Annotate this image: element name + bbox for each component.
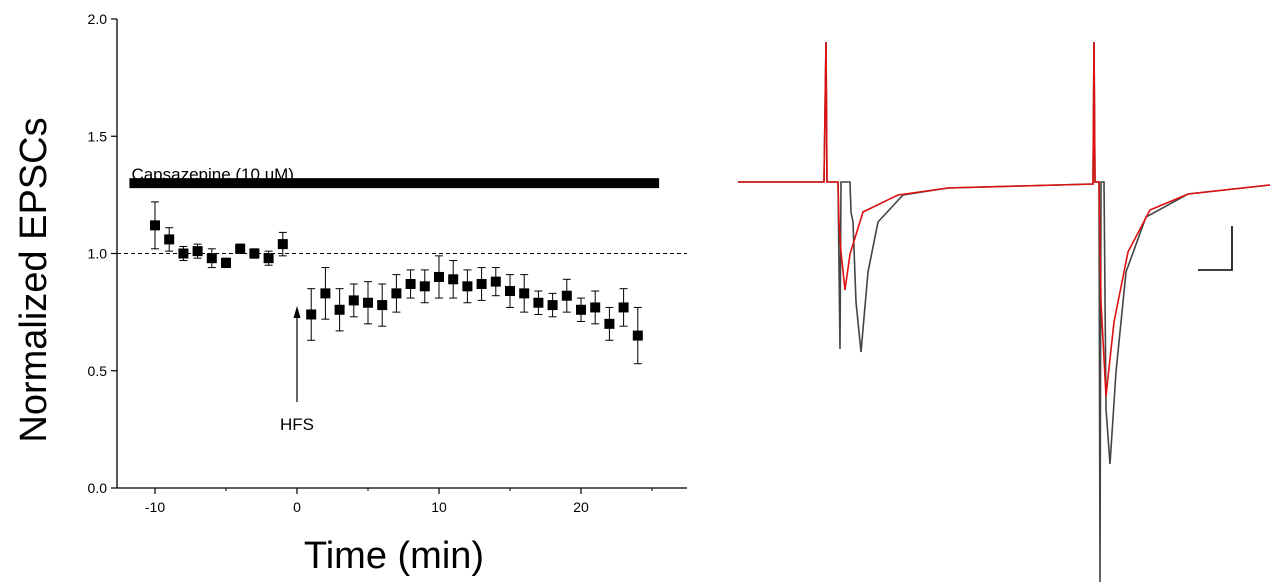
capsazepine-application-bar <box>129 178 660 189</box>
data-point <box>150 201 160 250</box>
data-point <box>533 290 544 315</box>
square-marker <box>206 253 217 264</box>
square-marker <box>150 220 160 231</box>
square-marker <box>277 239 288 250</box>
y-tick-label: 0.0 <box>88 480 108 496</box>
square-marker <box>334 304 345 315</box>
data-point <box>221 257 231 269</box>
data-point <box>419 269 430 304</box>
y-axis-ticks: 0.0 0.5 1.0 1.5 2.0 <box>88 11 117 496</box>
square-marker <box>590 302 601 313</box>
square-marker <box>561 290 572 301</box>
data-point <box>306 288 317 341</box>
data-point <box>604 306 615 341</box>
data-point <box>405 269 416 299</box>
data-point <box>505 274 515 308</box>
square-marker <box>320 288 331 299</box>
square-marker <box>377 300 388 311</box>
epsc-time-course-chart: 0.0 0.5 1.0 1.5 2.0 -10 0 10 20 Capsazepine (10… <box>13 11 687 577</box>
y-tick-label: 1.5 <box>88 128 108 144</box>
square-marker <box>235 243 246 254</box>
square-marker <box>618 302 629 313</box>
data-point <box>547 292 558 318</box>
square-marker <box>419 281 430 292</box>
data-point <box>590 290 601 325</box>
square-marker <box>448 274 459 285</box>
square-marker <box>462 281 473 292</box>
data-point <box>391 274 402 313</box>
data-point <box>263 250 274 266</box>
trace-after-hfs <box>738 41 1271 397</box>
scale-bar <box>1198 226 1233 271</box>
square-marker <box>164 234 175 245</box>
y-axis-title: Normalized EPSCs <box>13 117 55 442</box>
square-marker <box>192 246 203 257</box>
data-point <box>277 231 288 257</box>
square-marker <box>391 288 402 299</box>
data-point <box>519 274 530 313</box>
epsc-example-traces <box>738 41 1271 583</box>
data-point <box>320 267 331 320</box>
square-marker <box>576 304 586 315</box>
x-tick-label: 20 <box>573 499 589 515</box>
square-marker <box>306 309 317 320</box>
data-point <box>192 243 203 259</box>
square-marker <box>547 300 558 311</box>
square-marker <box>249 248 260 259</box>
data-point <box>462 269 473 304</box>
x-axis-ticks: -10 0 10 20 <box>145 488 653 515</box>
square-marker <box>533 297 544 308</box>
square-marker <box>178 248 189 259</box>
data-point <box>448 260 459 299</box>
data-point <box>178 245 189 262</box>
data-point <box>632 306 643 365</box>
data-point <box>377 283 388 327</box>
data-series <box>150 201 643 365</box>
y-tick-label: 2.0 <box>88 11 108 27</box>
data-point <box>235 243 246 254</box>
data-point <box>490 267 501 297</box>
data-point <box>561 278 572 313</box>
data-point <box>348 283 359 318</box>
data-point <box>334 288 345 332</box>
hfs-arrow <box>293 306 301 402</box>
x-tick-label: -10 <box>145 499 165 515</box>
data-point <box>164 227 175 252</box>
hfs-label: HFS <box>280 415 314 434</box>
data-point <box>618 288 629 327</box>
square-marker <box>476 278 487 289</box>
data-point <box>363 281 373 325</box>
x-axis-title: Time (min) <box>304 535 484 577</box>
x-tick-label: 10 <box>431 499 447 515</box>
square-marker <box>490 276 501 287</box>
square-marker <box>505 286 515 297</box>
square-marker <box>405 278 416 289</box>
square-marker <box>632 330 643 341</box>
square-marker <box>221 257 231 268</box>
trace-before-hfs <box>738 41 1271 583</box>
square-marker <box>263 253 274 264</box>
data-point <box>206 248 217 269</box>
square-marker <box>604 318 615 329</box>
x-tick-label: 0 <box>293 499 301 515</box>
y-tick-label: 0.5 <box>88 363 108 379</box>
data-point <box>434 255 444 299</box>
capsazepine-label: Capsazepine (10 uM) <box>131 165 294 184</box>
data-point <box>476 267 487 301</box>
square-marker <box>363 297 373 308</box>
square-marker <box>519 288 530 299</box>
data-point <box>249 248 260 259</box>
square-marker <box>348 295 359 306</box>
square-marker <box>434 271 444 282</box>
y-tick-label: 1.0 <box>88 246 108 262</box>
data-point <box>576 297 586 323</box>
